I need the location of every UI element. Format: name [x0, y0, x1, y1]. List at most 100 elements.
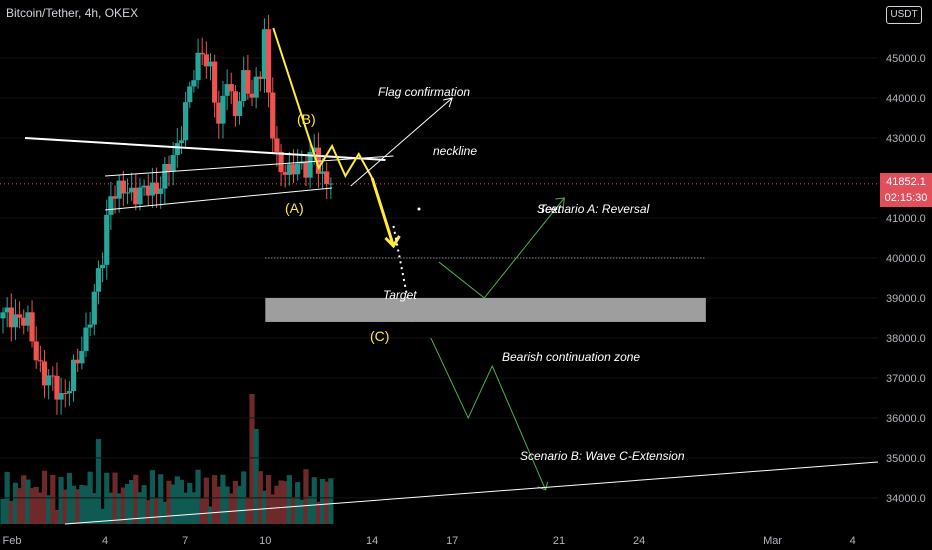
volume-bar: [224, 486, 230, 524]
volume-bar: [207, 506, 214, 524]
volume-bar: [21, 475, 27, 524]
x-tick-label: 21: [553, 535, 565, 547]
candle-body: [307, 151, 313, 178]
currency-button[interactable]: USDT: [886, 6, 922, 24]
candle-body: [178, 140, 185, 144]
flag-lower: [105, 187, 333, 211]
candle-body: [236, 101, 243, 117]
x-tick-label: 10: [259, 535, 271, 547]
candle-body: [183, 102, 189, 141]
candle-body: [195, 52, 201, 81]
volume-bar: [266, 475, 272, 524]
candle-body: [216, 102, 222, 124]
volume-layer: [0, 394, 334, 524]
volume-bar: [166, 480, 172, 524]
candle-body: [270, 92, 276, 139]
candle-body: [290, 164, 297, 175]
volume-bar: [100, 508, 106, 524]
y-tick-label: 36000.0: [886, 413, 926, 425]
y-tick-label: 35000.0: [886, 453, 926, 465]
candle-body: [112, 196, 118, 199]
current-price-value: 41852.1: [886, 176, 926, 188]
candle-body: [232, 91, 238, 117]
volume-bar: [50, 474, 56, 524]
volume-bar: [199, 498, 205, 524]
y-tick-label: 44000.0: [886, 93, 926, 105]
volume-bar: [324, 481, 330, 524]
projection-arrowhead: [384, 235, 401, 249]
candle-body: [12, 314, 19, 328]
volume-bar: [129, 479, 135, 524]
candle-body: [253, 76, 259, 98]
x-tick-label: 4: [102, 535, 108, 547]
volume-bar: [315, 501, 321, 524]
candle-body: [249, 93, 255, 98]
volume-bar: [17, 488, 23, 524]
volume-bar: [286, 475, 292, 524]
candle-body: [266, 29, 272, 93]
candle-body: [145, 185, 151, 196]
candle-body: [303, 161, 309, 178]
target-zone: [265, 297, 706, 322]
volume-bar: [149, 470, 155, 524]
x-tick-label: 4: [850, 535, 856, 547]
neckline-label: neckline: [433, 144, 477, 158]
grid-layer: [0, 57, 878, 499]
candle-body: [199, 52, 205, 55]
scenario-a-label: Scenario A: Reversal: [537, 202, 650, 216]
candle-body: [87, 324, 93, 328]
x-tick-label: 24: [633, 535, 645, 547]
candle-body: [62, 393, 68, 395]
candle-body: [108, 196, 114, 215]
time-axis: Feb 4 7 10 14 17 21 24 Mar 4: [3, 535, 856, 547]
y-tick-label: 43000.0: [886, 133, 926, 145]
candle-body: [212, 61, 218, 103]
flag-arrow: [350, 97, 453, 187]
x-tick-label: Feb: [3, 535, 22, 547]
volume-bar: [37, 492, 43, 524]
bearish-zone-label: Bearish continuation zone: [502, 350, 640, 364]
candle-body: [83, 327, 89, 351]
y-tick-label: 40000.0: [886, 253, 926, 265]
price-axis: 34000.0 35000.0 36000.0 37000.0 38000.0 39000…: [886, 53, 926, 505]
candle-body: [158, 188, 164, 194]
volume-bar: [253, 429, 259, 524]
candle-body: [162, 163, 168, 189]
wave-a-label: (A): [285, 200, 304, 216]
candle-body: [58, 393, 64, 400]
volume-bar: [153, 497, 160, 524]
volume-bar: [120, 487, 126, 524]
y-tick-label: 34000.0: [886, 493, 926, 505]
volume-bar: [249, 394, 255, 524]
flag-confirmation-label: Flag confirmation: [378, 85, 470, 99]
volume-bar: [141, 485, 147, 524]
volume-bar: [137, 492, 143, 524]
volume-bar: [124, 483, 131, 524]
candle-body: [153, 182, 160, 194]
y-tick-label: 37000.0: [886, 373, 926, 385]
volume-bar: [58, 477, 64, 524]
y-tick-label: 41000.0: [886, 213, 926, 225]
volume-bar: [270, 494, 276, 524]
x-tick-label: 7: [182, 535, 188, 547]
volume-bar: [75, 489, 81, 524]
volume-bar: [178, 479, 185, 524]
candle-body: [8, 307, 14, 328]
current-price-tag: 41852.1 02:15:30: [880, 173, 932, 207]
volume-bar: [236, 485, 243, 524]
candle-body: [133, 187, 139, 205]
candle-body: [274, 138, 280, 152]
volume-bar: [261, 490, 268, 524]
candle-body: [282, 172, 288, 175]
volume-trendline: [64, 461, 879, 525]
x-tick-label: 14: [366, 535, 378, 547]
scenario-a-arrowhead: [555, 197, 565, 208]
candle-body: [129, 187, 135, 193]
candle-body: [241, 70, 247, 102]
scenario-b-label: Scenario B: Wave C-Extension: [520, 449, 685, 463]
x-tick-label: 17: [446, 535, 458, 547]
projection-arrow: [370, 177, 395, 247]
volume-bar: [46, 495, 52, 524]
flag-upper: [105, 155, 394, 177]
